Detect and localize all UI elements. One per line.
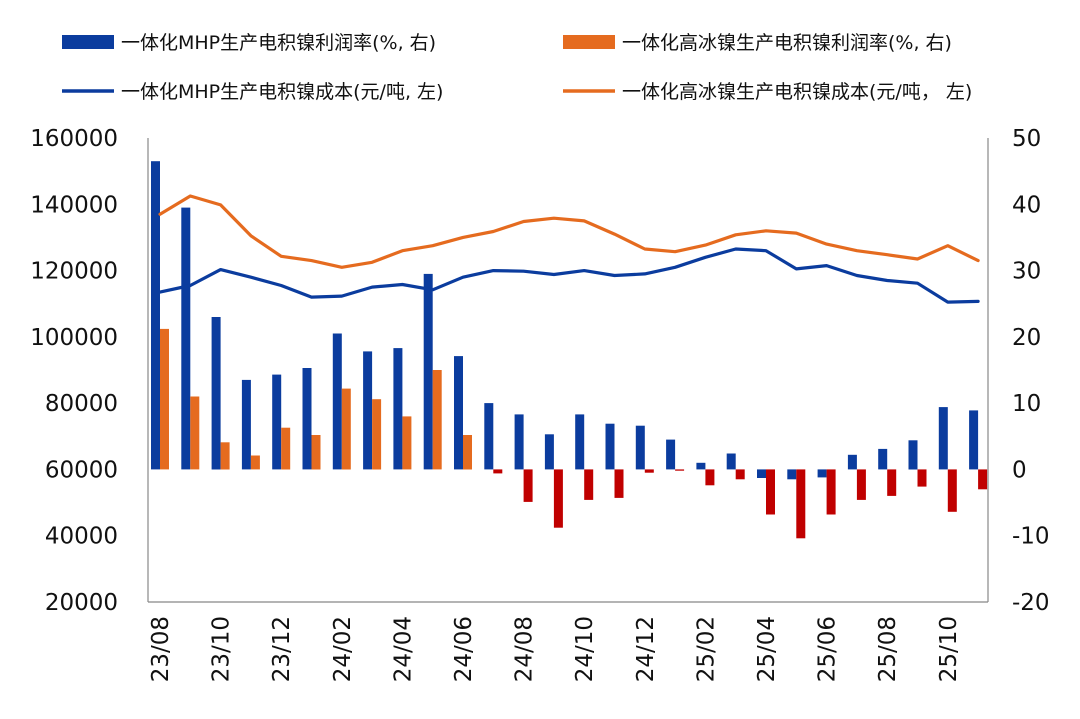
- bar-mhp-profit-25/03: [727, 454, 736, 470]
- bar-mhp-profit-25/04: [757, 469, 766, 478]
- bar-mhp-profit-25/09: [909, 440, 918, 469]
- bar-mhp-profit-23/09: [181, 208, 190, 470]
- bar-matte-profit-25/01: [675, 469, 684, 470]
- bar-matte-profit-23/09: [190, 397, 199, 470]
- x-axis-tick-label: 25/08: [875, 616, 901, 682]
- bar-mhp-profit-24/12: [636, 426, 645, 470]
- bar-mhp-profit-24/11: [606, 424, 615, 470]
- bar-matte-profit-24/06: [463, 435, 472, 470]
- right-axis-tick-label: -10: [1012, 524, 1050, 550]
- bar-matte-profit-23/10: [221, 442, 230, 469]
- left-axis-tick-label: 20000: [45, 590, 118, 616]
- legend: 一体化MHP生产电积镍利润率(%, 右) 一体化高冰镍生产电积镍利润率(%, 右)…: [62, 32, 972, 103]
- bar-mhp-profit-24/04: [393, 348, 402, 469]
- right-axis-tick-label: 10: [1012, 391, 1041, 417]
- bars: [151, 161, 987, 538]
- left-axis-tick-label: 140000: [30, 192, 118, 218]
- bar-matte-profit-25/06: [827, 469, 836, 514]
- x-axis-tick-label: 23/08: [148, 616, 174, 682]
- right-axis-tick-label: 20: [1012, 325, 1041, 351]
- bar-matte-profit-24/08: [524, 469, 533, 502]
- bar-mhp-profit-25/08: [878, 449, 887, 470]
- right-axis-tick-label: 50: [1012, 126, 1041, 152]
- bar-matte-profit-24/07: [493, 469, 502, 473]
- x-axis-tick-label: 24/02: [330, 616, 356, 682]
- bar-mhp-profit-24/10: [575, 414, 584, 469]
- x-axis-tick-label: 24/08: [512, 616, 538, 682]
- bar-matte-profit-25/03: [736, 469, 745, 479]
- x-axis-tick-label: 25/04: [754, 616, 780, 682]
- right-axis-tick-label: 30: [1012, 259, 1041, 285]
- x-axis-tick-label: 24/12: [633, 616, 659, 682]
- bar-matte-profit-24/04: [402, 416, 411, 469]
- legend-swatch-bar: [563, 35, 615, 49]
- right-axis-tick-label: 40: [1012, 192, 1041, 218]
- bar-matte-profit-25/08: [887, 469, 896, 496]
- bar-matte-profit-24/09: [554, 469, 563, 527]
- bar-mhp-profit-24/02: [333, 334, 342, 470]
- line-matte-cost: [160, 196, 978, 267]
- bar-matte-profit-24/01: [312, 435, 321, 470]
- legend-swatch-bar: [62, 35, 114, 49]
- bar-matte-profit-24/05: [433, 370, 442, 469]
- bar-matte-profit-25/05: [796, 469, 805, 538]
- left-axis-tick-label: 120000: [30, 259, 118, 285]
- x-axis-tick-label: 25/06: [815, 616, 841, 682]
- bar-matte-profit-23/08: [160, 329, 169, 470]
- bar-mhp-profit-25/05: [787, 469, 796, 479]
- legend-label: 一体化MHP生产电积镍利润率(%, 右): [121, 32, 436, 54]
- bar-mhp-profit-25/06: [818, 469, 827, 477]
- bar-matte-profit-24/12: [645, 469, 654, 472]
- bar-mhp-profit-25/02: [696, 463, 705, 470]
- right-axis-tick-label: 0: [1012, 457, 1027, 483]
- x-axis-tick-label: 24/10: [572, 616, 598, 682]
- x-axis-tick-label: 25/02: [693, 616, 719, 682]
- bar-matte-profit-24/11: [615, 469, 624, 498]
- bar-mhp-profit-24/09: [545, 434, 554, 469]
- bar-matte-profit-25/04: [766, 469, 775, 514]
- x-axis-tick-label: 24/06: [451, 616, 477, 682]
- bar-mhp-profit-24/05: [424, 274, 433, 470]
- bar-mhp-profit-24/06: [454, 356, 463, 469]
- bar-matte-profit-24/03: [372, 399, 381, 469]
- bar-mhp-profit-25/01: [666, 440, 675, 470]
- legend-label: 一体化高冰镍生产电积镍利润率(%, 右): [622, 32, 952, 54]
- right-axis-tick-label: -20: [1012, 590, 1050, 616]
- bar-mhp-profit-25/11: [969, 410, 978, 469]
- bar-mhp-profit-25/07: [848, 455, 857, 470]
- bar-mhp-profit-24/08: [515, 414, 524, 469]
- bar-matte-profit-23/12: [281, 428, 290, 470]
- x-axis-tick-label: 23/10: [209, 616, 235, 682]
- left-axis-tick-label: 60000: [45, 457, 118, 483]
- left-axis-tick-label: 100000: [30, 325, 118, 351]
- bar-matte-profit-24/02: [342, 389, 351, 470]
- bar-mhp-profit-25/10: [939, 407, 948, 469]
- x-axis-tick-label: 24/04: [390, 616, 416, 682]
- left-axis-tick-label: 40000: [45, 524, 118, 550]
- x-axis-tick-label: 23/12: [269, 616, 295, 682]
- legend-label: 一体化MHP生产电积镍成本(元/吨, 左): [121, 81, 443, 103]
- bar-mhp-profit-24/07: [484, 403, 493, 469]
- bar-mhp-profit-24/03: [363, 351, 372, 469]
- bar-mhp-profit-23/11: [242, 380, 251, 470]
- bar-matte-profit-23/11: [251, 456, 260, 470]
- bar-mhp-profit-23/08: [151, 161, 160, 469]
- bar-matte-profit-25/10: [948, 469, 957, 511]
- bar-matte-profit-25/09: [918, 469, 927, 486]
- left-axis-tick-label: 80000: [45, 391, 118, 417]
- lines: [160, 196, 978, 302]
- legend-label: 一体化高冰镍生产电积镍成本(元/吨， 左): [622, 81, 972, 103]
- bar-matte-profit-24/10: [584, 469, 593, 500]
- left-axis-tick-label: 160000: [30, 126, 118, 152]
- bar-matte-profit-25/11: [978, 469, 987, 489]
- bar-matte-profit-25/07: [857, 469, 866, 500]
- bar-mhp-profit-23/10: [212, 317, 221, 470]
- bar-mhp-profit-23/12: [272, 375, 281, 470]
- bar-matte-profit-25/02: [705, 469, 714, 485]
- bar-mhp-profit-24/01: [303, 368, 312, 469]
- x-axis-tick-label: 25/10: [936, 616, 962, 682]
